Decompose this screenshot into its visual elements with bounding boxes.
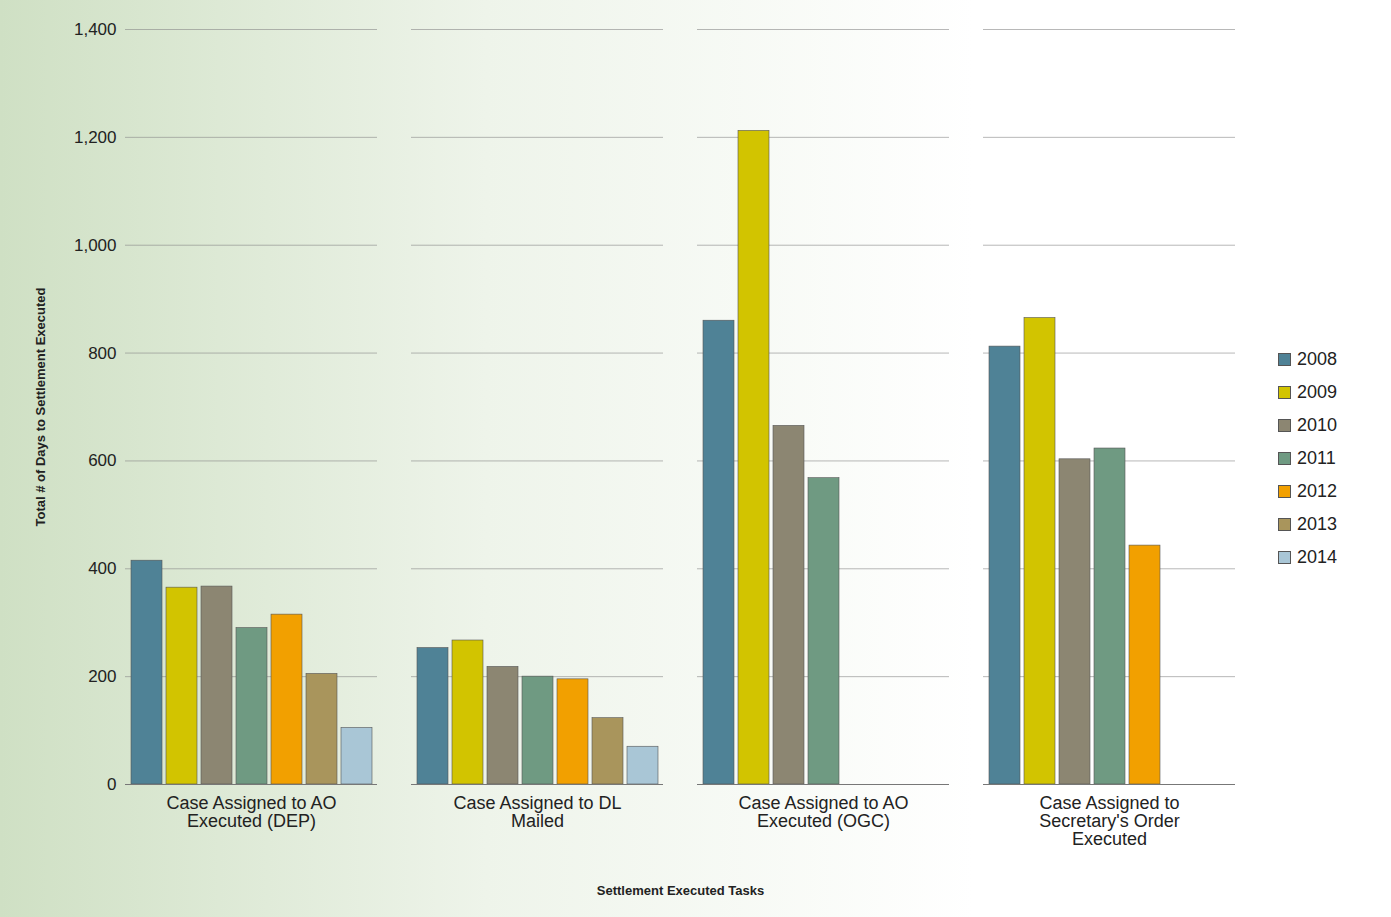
html-text:2013: 2013 — [1297, 514, 1337, 534]
svg-text:1,000: 1,000 — [74, 235, 117, 254]
svg-text:400: 400 — [88, 559, 116, 578]
html-text:2009: 2009 — [1297, 382, 1337, 402]
html-text:2012: 2012 — [1297, 481, 1337, 501]
svg-text:Case Assigned toSecretary's Or: Case Assigned toSecretary's OrderExecute… — [1039, 793, 1179, 849]
svg-text:800: 800 — [88, 343, 116, 362]
html-text:2011: 2011 — [1297, 448, 1336, 468]
html-text:2010: 2010 — [1297, 415, 1337, 435]
svg-text:Settlement Executed Tasks: Settlement Executed Tasks — [597, 882, 764, 897]
html-text:2008: 2008 — [1297, 349, 1337, 369]
svg-text:600: 600 — [88, 451, 116, 470]
svg-text:Case Assigned to AOExecuted (D: Case Assigned to AOExecuted (DEP) — [166, 793, 336, 831]
svg-text:200: 200 — [88, 667, 116, 686]
svg-text:Total # of Days to Settlement: Total # of Days to Settlement Executed — [33, 287, 48, 526]
svg-text:1,200: 1,200 — [74, 127, 117, 146]
svg-text:Case Assigned to DLMailed: Case Assigned to DLMailed — [453, 793, 621, 831]
svg-text:0: 0 — [107, 774, 116, 793]
html-text:2014: 2014 — [1297, 547, 1337, 567]
svg-text:1,400: 1,400 — [74, 19, 117, 38]
svg-text:Case Assigned to AOExecuted (O: Case Assigned to AOExecuted (OGC) — [738, 793, 908, 831]
